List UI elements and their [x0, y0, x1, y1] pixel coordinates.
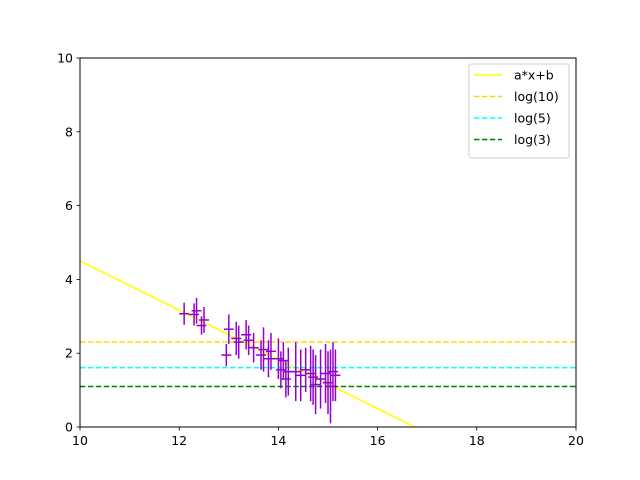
legend-label: a*x+b — [514, 68, 554, 83]
data-layer — [80, 260, 576, 427]
errorbar-point — [179, 302, 190, 325]
errorbar-point — [300, 347, 311, 392]
errorbar-point — [243, 325, 254, 356]
legend-item: a*x+b — [474, 68, 554, 83]
errorbar-point — [263, 340, 274, 378]
legend-label: log(5) — [514, 111, 551, 126]
legend-item: log(5) — [474, 111, 551, 126]
errorbar-point — [189, 303, 200, 326]
errorbar-point — [256, 340, 267, 370]
errorbar-point — [221, 343, 232, 367]
legend-frame — [468, 63, 570, 159]
y-tick-label: 8 — [65, 124, 73, 139]
x-tick-label: 10 — [72, 433, 88, 448]
errorbar-point — [320, 343, 331, 404]
errorbar-point — [323, 351, 333, 415]
errorbar-point — [315, 349, 326, 409]
legend-item: log(10) — [474, 89, 559, 104]
legend-label: log(10) — [514, 89, 559, 104]
x-tick-label: 20 — [568, 433, 584, 448]
y-tick-label: 2 — [65, 346, 73, 361]
series-line-0 — [80, 260, 416, 427]
axes-frame — [79, 57, 577, 428]
errorbar-point — [275, 351, 286, 389]
y-tick-label: 10 — [57, 51, 73, 66]
errorbar-point — [330, 349, 341, 402]
errorbar-point — [278, 342, 289, 380]
errorbar-point — [327, 342, 338, 402]
errorbar-point — [295, 349, 306, 402]
y-tick-label: 4 — [65, 272, 73, 287]
errorbar-point — [199, 307, 209, 333]
x-axis: 10 12 14 16 18 20 — [72, 427, 584, 448]
x-tick-label: 14 — [270, 433, 286, 448]
y-tick-label: 0 — [65, 420, 73, 435]
errorbar-point — [265, 332, 276, 370]
errorbar-point — [191, 297, 202, 324]
errorbar-point — [308, 349, 319, 405]
errorbar-point — [290, 342, 301, 402]
x-tick-label: 12 — [171, 433, 187, 448]
errorbar-point — [231, 321, 242, 356]
x-tick-label: 18 — [469, 433, 485, 448]
errorbar-point — [273, 338, 284, 380]
x-tick-label: 16 — [370, 433, 386, 448]
errorbar-point — [325, 349, 336, 424]
errorbar-point — [241, 319, 252, 350]
errorbar-point — [258, 327, 269, 372]
legend-item: log(3) — [474, 132, 551, 147]
errorbar-point — [248, 332, 259, 363]
errorbar-point — [305, 345, 316, 402]
plot-area — [79, 57, 577, 428]
y-tick-label: 6 — [65, 198, 73, 213]
errorbar-point — [233, 325, 244, 359]
errorbar-point — [223, 314, 234, 344]
errorbar-point — [310, 355, 321, 415]
legend-label: log(3) — [514, 132, 551, 147]
errorbar-point — [280, 360, 291, 398]
legend: a*x+b log(10) log(5) log(3) — [468, 63, 570, 159]
y-axis: 0 2 4 6 8 10 — [57, 51, 80, 435]
